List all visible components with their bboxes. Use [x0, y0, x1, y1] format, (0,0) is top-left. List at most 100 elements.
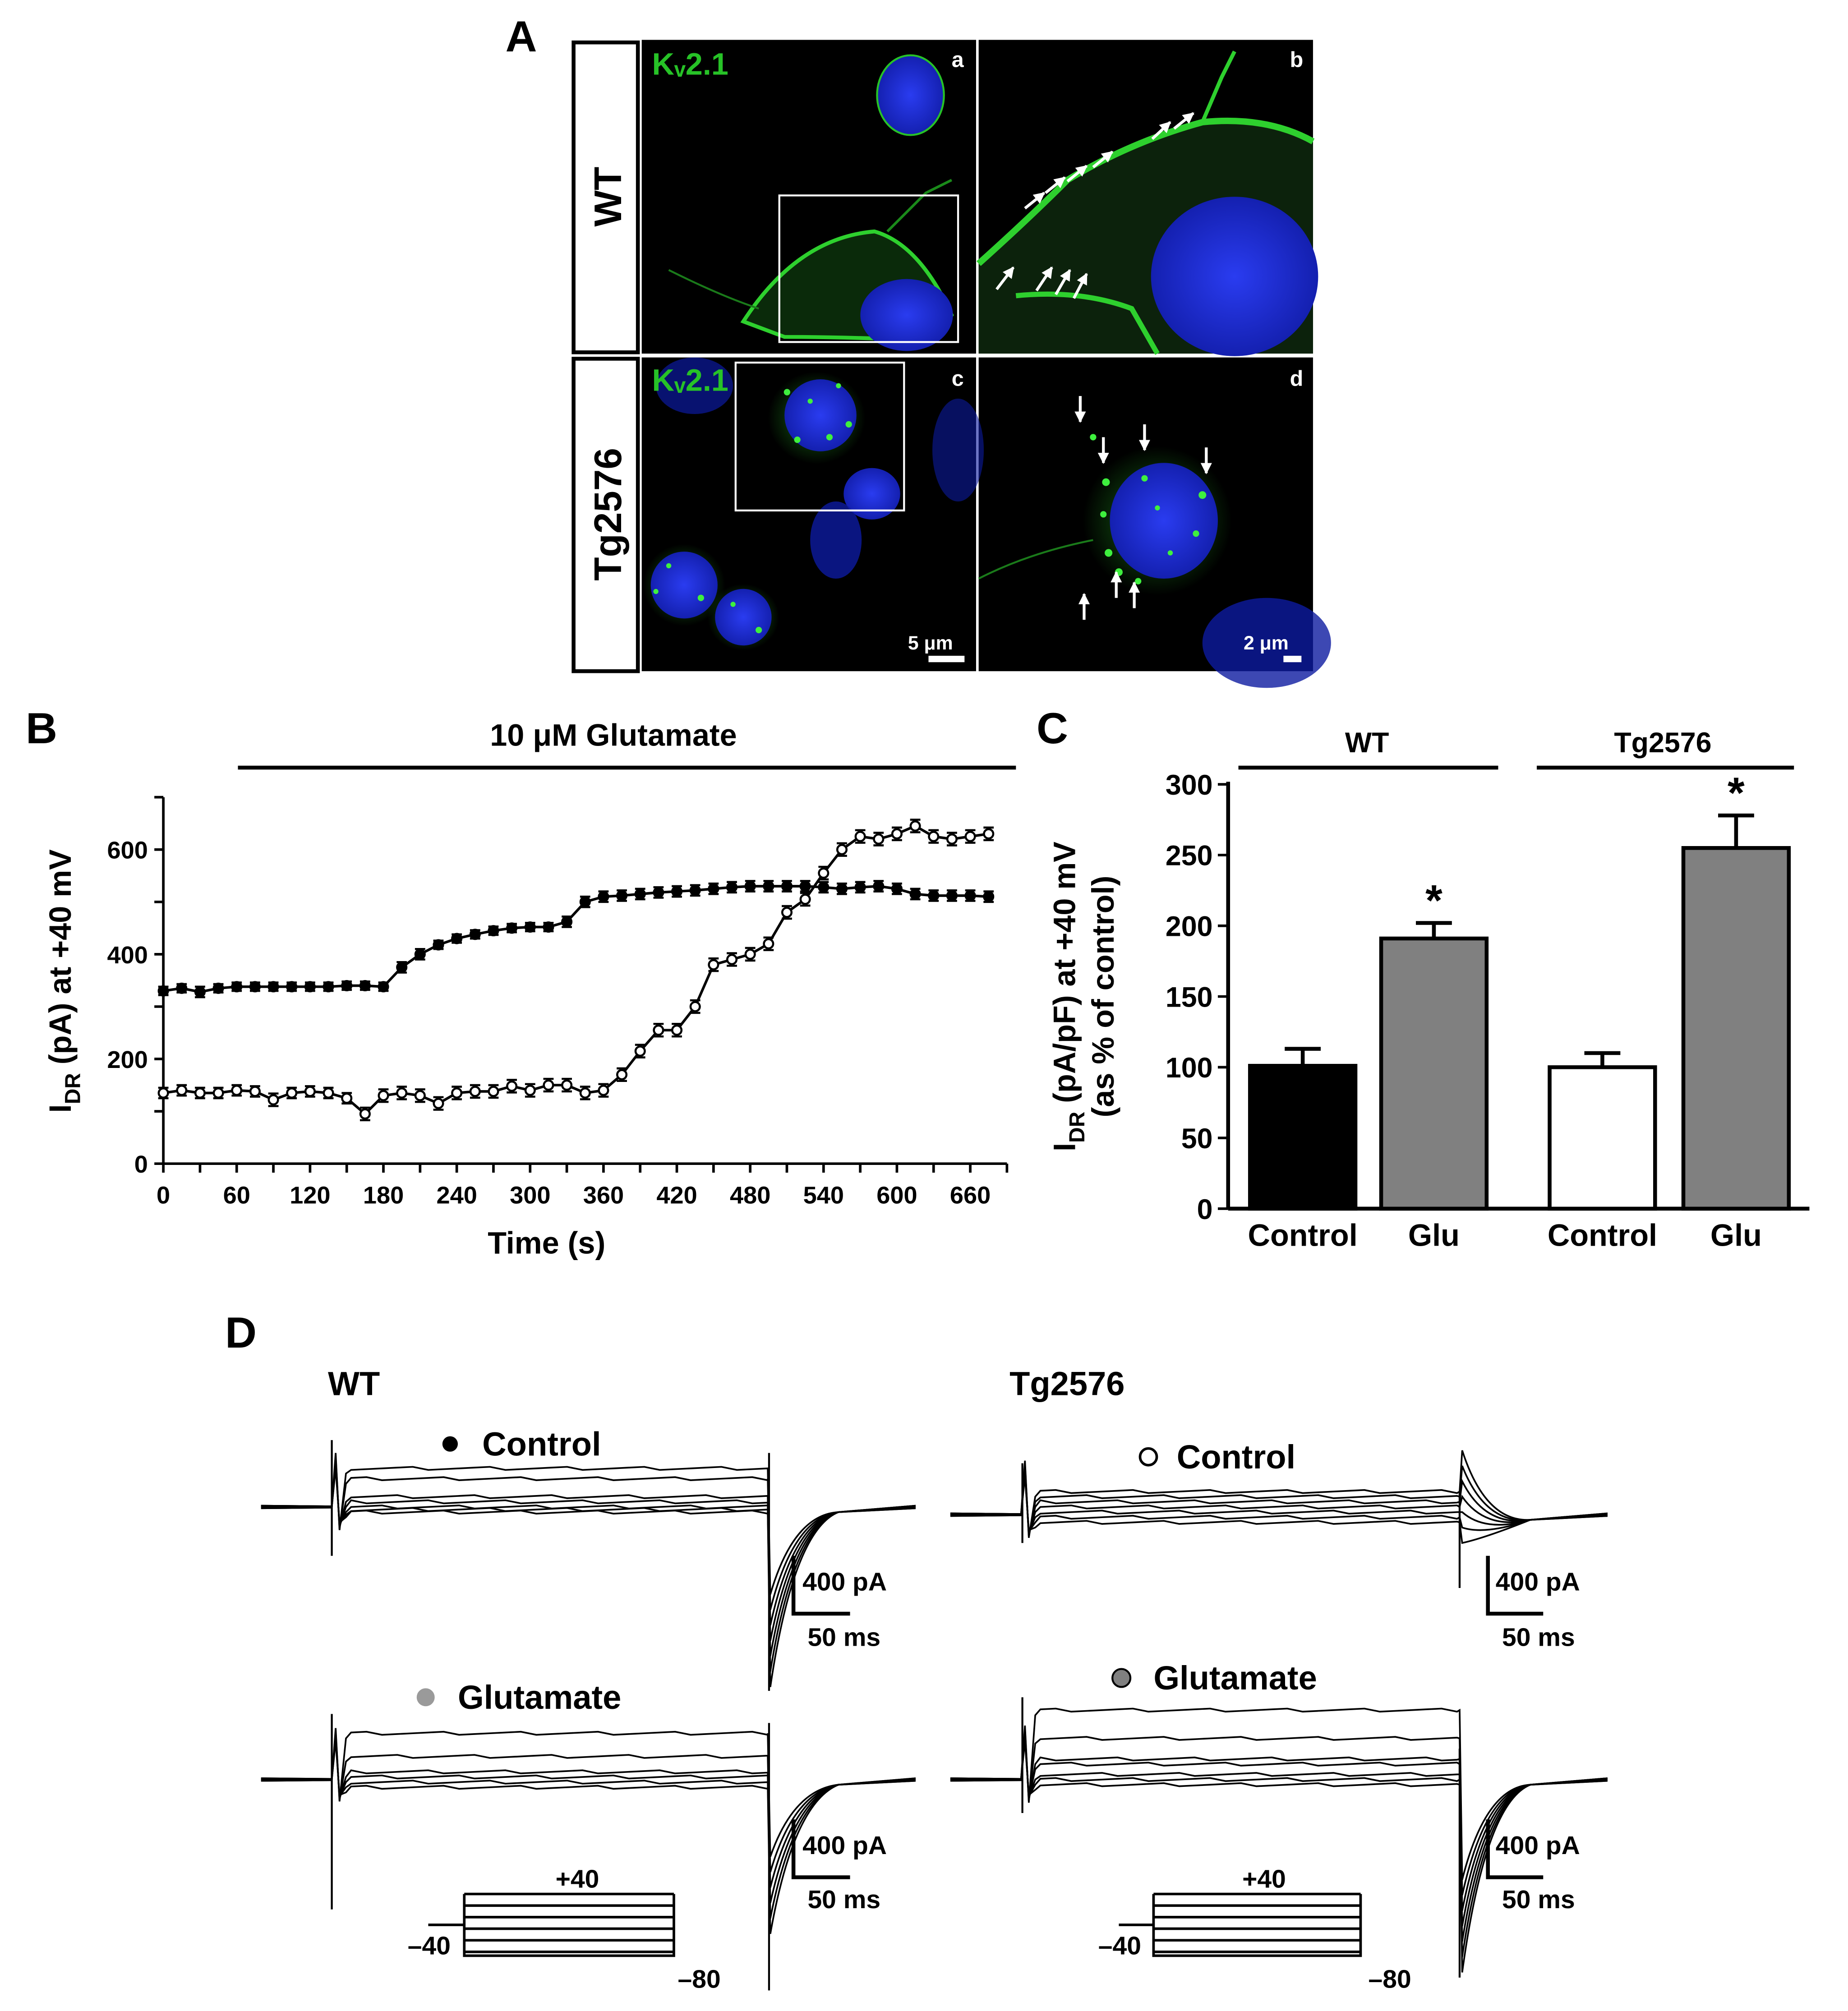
- data-point: [763, 880, 774, 892]
- scalebar-wt-glutamate: 400 pA 50 ms: [791, 1819, 887, 1914]
- data-point: [286, 1087, 298, 1099]
- scalebar-wt-control: 400 pA 50 ms: [791, 1555, 887, 1652]
- current-trace: [950, 1471, 1608, 1533]
- data-point: [854, 831, 866, 842]
- data-point: [616, 890, 628, 902]
- bar: [1681, 846, 1791, 1211]
- data-point: [488, 1086, 499, 1097]
- data-point: [598, 1085, 609, 1096]
- y-tick-label: 150: [1166, 981, 1213, 1013]
- scalebar-c: [928, 656, 965, 663]
- data-point: [964, 890, 976, 902]
- cells-c: [643, 357, 984, 651]
- scalebar-tg-glutamate: 400 pA 50 ms: [1486, 1819, 1580, 1914]
- data-point: [579, 896, 591, 908]
- data-point: [378, 981, 389, 993]
- data-point: [267, 981, 279, 993]
- current-trace: [261, 1458, 916, 1626]
- y-axis-label-line2: (as % of control): [1086, 876, 1120, 1118]
- data-point: [267, 1094, 279, 1106]
- current-trace: [950, 1450, 1608, 1538]
- data-point: [341, 1092, 353, 1104]
- data-point: [359, 980, 371, 992]
- data-point: [157, 985, 169, 997]
- current-trace: [261, 1738, 916, 1919]
- bar: [1548, 1065, 1657, 1211]
- current-trace: [950, 1730, 1608, 1911]
- group-label-wt: WT: [1345, 727, 1389, 759]
- x-tick-label: 180: [363, 1182, 404, 1209]
- trace-set: [261, 1728, 916, 1934]
- data-point: [708, 959, 719, 971]
- condition-label-wt-control: Control: [482, 1425, 601, 1463]
- category-label: Glu: [1710, 1219, 1762, 1253]
- current-trace: [950, 1473, 1608, 1534]
- row-label-box-wt: [571, 40, 640, 354]
- error-bar: [1416, 921, 1452, 939]
- current-trace: [950, 1476, 1608, 1544]
- arrows-b: [995, 112, 1194, 299]
- data-point: [744, 948, 756, 960]
- stain-label-c: Kᵥ2.1: [652, 364, 728, 398]
- data-point: [469, 1086, 481, 1097]
- sublabel-b: b: [1290, 47, 1304, 72]
- inset-box-a: [778, 194, 959, 343]
- scalebar-time-label: 50 ms: [1502, 1885, 1575, 1914]
- current-trace: [950, 1466, 1608, 1536]
- group-label-tg2576: Tg2576: [1614, 727, 1711, 759]
- data-point: [653, 1024, 664, 1036]
- protocol-hold-label-tg2576: –40: [1098, 1932, 1141, 1960]
- current-trace: [950, 1707, 1608, 1880]
- data-point: [983, 828, 995, 840]
- scalebar-current-label: 400 pA: [802, 1831, 887, 1860]
- y-tick-label: 200: [1166, 911, 1213, 943]
- sublabel-a: a: [952, 47, 964, 72]
- trace-set: [950, 1450, 1608, 1544]
- panel-letter-d: D: [225, 1308, 257, 1357]
- series-line: [163, 885, 989, 994]
- data-point: [689, 1001, 701, 1012]
- data-point: [763, 938, 774, 950]
- x-tick-label: 300: [510, 1182, 550, 1209]
- data-point: [818, 881, 830, 893]
- x-tick-label: 660: [950, 1182, 991, 1209]
- bar: [1248, 1063, 1358, 1211]
- condition-label-wt-glutamate: Glutamate: [458, 1679, 621, 1716]
- data-point: [909, 888, 921, 900]
- current-trace: [261, 1730, 916, 1873]
- significance-star: *: [1425, 875, 1442, 925]
- y-axis-label: IDR (pA/pF) at +40 mV: [1047, 842, 1089, 1151]
- data-point: [726, 881, 738, 893]
- legend-marker-tg-glutamate: [1111, 1668, 1132, 1688]
- data-point: [506, 922, 518, 934]
- scalebar-current-label: 400 pA: [1496, 1568, 1580, 1597]
- data-point: [653, 887, 664, 898]
- data-point: [634, 888, 646, 900]
- data-point: [359, 1108, 371, 1120]
- data-point: [304, 981, 316, 993]
- chart-b: 0 200 400 600 0 60 120 180 240 300 360 420 480 540 600…: [43, 796, 1009, 1261]
- data-point: [323, 1087, 334, 1099]
- current-trace: [950, 1728, 1608, 1896]
- data-point: [616, 1069, 628, 1081]
- sublabel-c: c: [952, 366, 964, 391]
- current-trace: [950, 1735, 1608, 1942]
- data-point: [579, 1087, 591, 1099]
- current-trace: [950, 1733, 1608, 1927]
- data-point: [433, 1098, 444, 1109]
- data-point: [543, 921, 554, 933]
- current-trace: [261, 1455, 916, 1610]
- cells-d: [978, 434, 1331, 688]
- inset-box-c: [734, 361, 905, 511]
- y-tick-label: 250: [1166, 840, 1213, 872]
- x-tick-label: 240: [436, 1182, 477, 1209]
- data-point: [524, 921, 536, 933]
- current-trace: [950, 1463, 1608, 1537]
- current-trace: [950, 1468, 1608, 1534]
- x-tick-label: 360: [583, 1182, 624, 1209]
- data-point: [396, 962, 408, 973]
- current-trace: [261, 1453, 916, 1595]
- series-line: [163, 824, 989, 1116]
- x-tick-label: 540: [803, 1182, 844, 1209]
